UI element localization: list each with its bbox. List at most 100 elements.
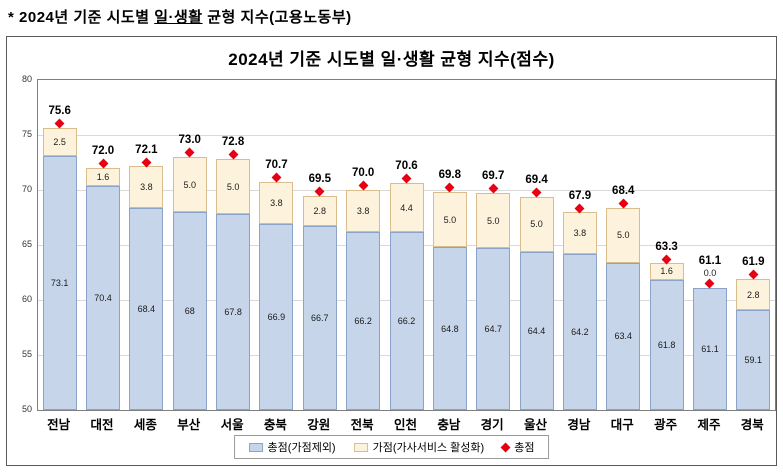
base-value-label: 59.1: [744, 354, 763, 365]
page-heading: * 2024년 기준 시도별 일·생활 균형 지수(고용노동부): [8, 6, 352, 27]
page-heading-suffix: 균형 지수(고용노동부): [202, 9, 352, 26]
bonus-value-label: 1.6: [96, 171, 110, 182]
x-category-label: 강원: [307, 418, 331, 432]
base-value-label: 63.4: [614, 331, 633, 342]
x-category-label: 서울: [220, 418, 244, 432]
base-value-label: 66.7: [311, 313, 329, 324]
x-category-label: 전북: [350, 418, 374, 432]
base-value-label: 61.8: [657, 340, 676, 351]
bar-base-segment: [606, 262, 641, 410]
total-value-label: 72.0: [91, 145, 115, 157]
y-tick-label: 60: [21, 294, 32, 304]
x-category-label: 대구: [610, 418, 634, 432]
bar-bonus-segment: [216, 159, 251, 215]
bar-bonus-segment: [86, 168, 121, 186]
bar-bonus-segment: [346, 190, 381, 232]
total-marker-diamond: [531, 187, 542, 198]
legend-item-base: 총점(가점제외): [248, 439, 336, 455]
bar-base-segment: [259, 224, 294, 410]
bonus-value-label: 5.0: [226, 181, 240, 192]
bar-base-segment: [42, 155, 77, 410]
x-category-label: 인천: [393, 418, 417, 432]
bar-bonus-segment: [389, 183, 424, 232]
bar-base-segment: [649, 280, 684, 410]
total-marker-diamond: [228, 149, 239, 160]
total-marker-diamond: [705, 278, 715, 289]
bonus-value-label: 5.0: [183, 179, 196, 190]
total-marker-diamond: [98, 158, 108, 169]
total-marker-diamond: [54, 118, 65, 129]
bar-base-segment: [736, 309, 771, 410]
y-tick-label: 75: [21, 129, 32, 139]
bonus-value-label: 4.4: [400, 202, 413, 213]
bar-bonus-segment: [606, 207, 641, 263]
bonus-value-label: 5.0: [486, 215, 500, 226]
bar-base-segment: [216, 214, 251, 410]
total-value-label: 75.6: [48, 105, 71, 118]
x-category-label: 충남: [437, 418, 461, 432]
bar-bonus-segment: [519, 196, 554, 252]
bar-base-segment: [86, 185, 121, 410]
bonus-value-label: 2.5: [53, 137, 66, 148]
total-marker-diamond: [358, 180, 369, 191]
y-tick-label: 65: [21, 239, 32, 249]
legend-item-total: 총점: [500, 439, 534, 455]
bonus-value-label: 2.8: [313, 205, 327, 216]
bar-bonus-segment: [42, 128, 77, 156]
total-value-label: 67.9: [568, 190, 592, 203]
total-value-label: 61.9: [742, 256, 765, 269]
total-marker-diamond: [184, 147, 195, 158]
base-value-label: 68: [184, 306, 195, 316]
total-value-label: 72.8: [221, 136, 245, 149]
total-value-label: 63.3: [655, 240, 678, 253]
base-value-label: 66.2: [397, 315, 416, 326]
legend-item-bonus: 가점(가사서비스 활성화): [353, 439, 484, 455]
bonus-value-label: 3.8: [573, 227, 587, 238]
x-axis-labels: 전남 대전 세종 부산 서울 충북 강원 전북 인천 충남 경기 울산 경남 대구 광주 제주 경북: [37, 411, 774, 433]
total-value-label: 70.7: [265, 159, 288, 172]
x-category-label: 경기: [480, 418, 504, 432]
bar-base-segment: [129, 207, 164, 410]
total-value-label: 72.1: [135, 143, 158, 156]
y-tick-label: 80: [21, 74, 32, 84]
base-value-label: 66.9: [267, 312, 286, 323]
base-value-label: 64.7: [484, 324, 502, 335]
bonus-value-label: 1.6: [660, 266, 673, 277]
total-marker-diamond: [618, 198, 629, 209]
bar-base-segment: [389, 231, 424, 410]
total-marker-diamond: [401, 173, 412, 184]
x-category-label: 울산: [524, 418, 548, 432]
total-value-label: 69.4: [525, 173, 548, 186]
bar-bonus-segment: [259, 182, 294, 225]
x-category-label: 대전: [90, 418, 114, 432]
total-marker-diamond: [271, 172, 282, 183]
base-value-label: 67.8: [224, 307, 242, 318]
legend-label-base: 총점(가점제외): [267, 442, 336, 454]
total-marker-diamond: [444, 182, 455, 193]
bonus-value-label: 3.8: [270, 198, 283, 209]
total-marker-icon: [500, 442, 511, 452]
base-value-label: 66.2: [354, 315, 372, 326]
total-value-label: 70.6: [395, 160, 418, 173]
base-value-label: 61.1: [701, 343, 719, 354]
bonus-value-label: 3.8: [356, 205, 370, 216]
x-category-label: 광주: [654, 418, 678, 432]
bar-base-segment: [692, 287, 727, 410]
bonus-value-label: 5.0: [443, 214, 457, 225]
bonus-value-label: 5.0: [530, 219, 543, 230]
x-category-label: 부산: [177, 418, 201, 432]
y-tick-label: 55: [21, 349, 32, 359]
total-marker-diamond: [748, 269, 759, 280]
total-value-label: 69.8: [438, 169, 462, 182]
bar-bonus-segment: [736, 279, 771, 310]
bar-base-segment: [346, 231, 381, 410]
bonus-swatch-icon: [353, 442, 368, 452]
total-marker-diamond: [488, 183, 499, 194]
base-value-label: 64.4: [527, 325, 546, 336]
bar-base-segment: [302, 226, 337, 410]
bar-base-segment: [172, 212, 207, 410]
bonus-value-label: 3.8: [140, 181, 153, 192]
total-value-label: 73.0: [178, 134, 201, 146]
total-value-label: 69.5: [308, 172, 331, 185]
total-value-label: 69.7: [482, 170, 505, 183]
